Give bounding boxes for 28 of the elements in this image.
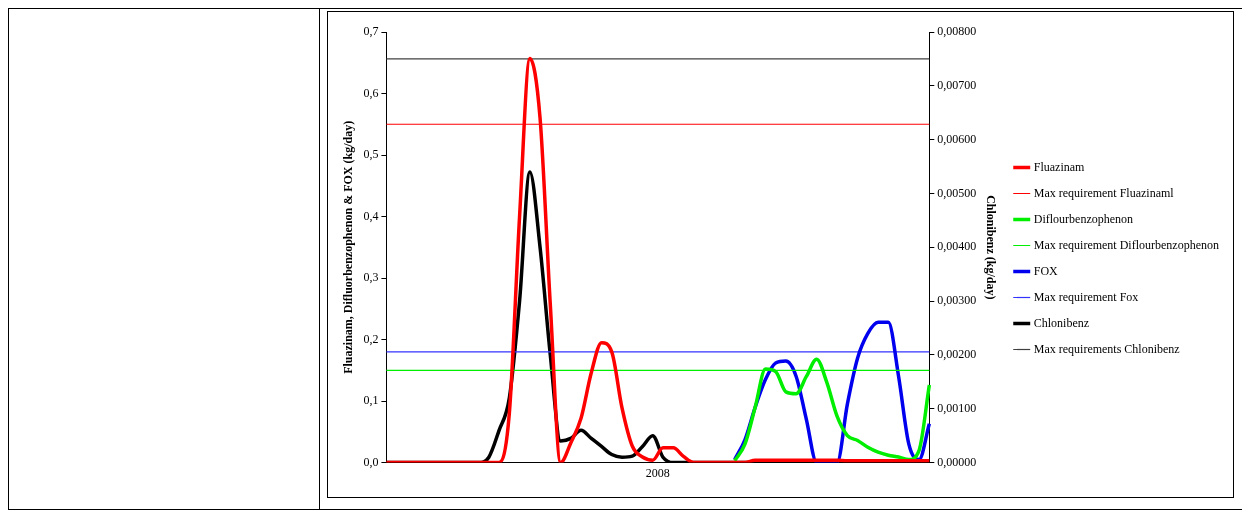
legend-label: Diflourbenzophenon bbox=[1033, 211, 1134, 226]
y2-axis-title: Chlonibenz (kg/day) bbox=[984, 195, 999, 300]
y-tick-label: 0,3 bbox=[363, 270, 379, 285]
legend-label: Max requirement Diflourbenzophenon bbox=[1033, 237, 1220, 252]
y2-tick-label: 0,00300 bbox=[937, 293, 977, 308]
x-axis-title: 2008 bbox=[645, 465, 670, 480]
y-tick-label: 0,2 bbox=[363, 331, 379, 346]
y2-tick-label: 0,00500 bbox=[937, 185, 977, 200]
legend-label: Chlonibenz bbox=[1033, 315, 1090, 330]
legend-label: Max requirement Fluazinaml bbox=[1033, 185, 1175, 200]
y-tick-label: 0,5 bbox=[363, 147, 379, 162]
y-tick-label: 0,6 bbox=[363, 85, 379, 100]
y2-tick-label: 0,00800 bbox=[937, 24, 977, 39]
y2-tick-label: 0,00100 bbox=[937, 400, 977, 415]
y2-tick-label: 0,00600 bbox=[937, 131, 977, 146]
legend-label: Max requirements Chlonibenz bbox=[1033, 341, 1180, 356]
legend-label: Max requirement Fox bbox=[1033, 289, 1139, 304]
y2-tick-label: 0,00000 bbox=[937, 454, 977, 469]
legend-label: FOX bbox=[1033, 263, 1059, 278]
y2-tick-label: 0,00200 bbox=[937, 347, 977, 362]
y-tick-label: 0,1 bbox=[363, 393, 379, 408]
y-tick-label: 0,7 bbox=[363, 24, 379, 39]
y-tick-label: 0,0 bbox=[363, 454, 379, 469]
y2-tick-label: 0,00700 bbox=[937, 77, 977, 92]
y-tick-label: 0,4 bbox=[363, 208, 379, 223]
legend-label: Fluazinam bbox=[1033, 159, 1086, 174]
y-axis-title: Fluazinam, Difluorbenzophenon & FOX (kg/day) bbox=[341, 120, 356, 374]
y2-tick-label: 0,00400 bbox=[937, 239, 977, 254]
